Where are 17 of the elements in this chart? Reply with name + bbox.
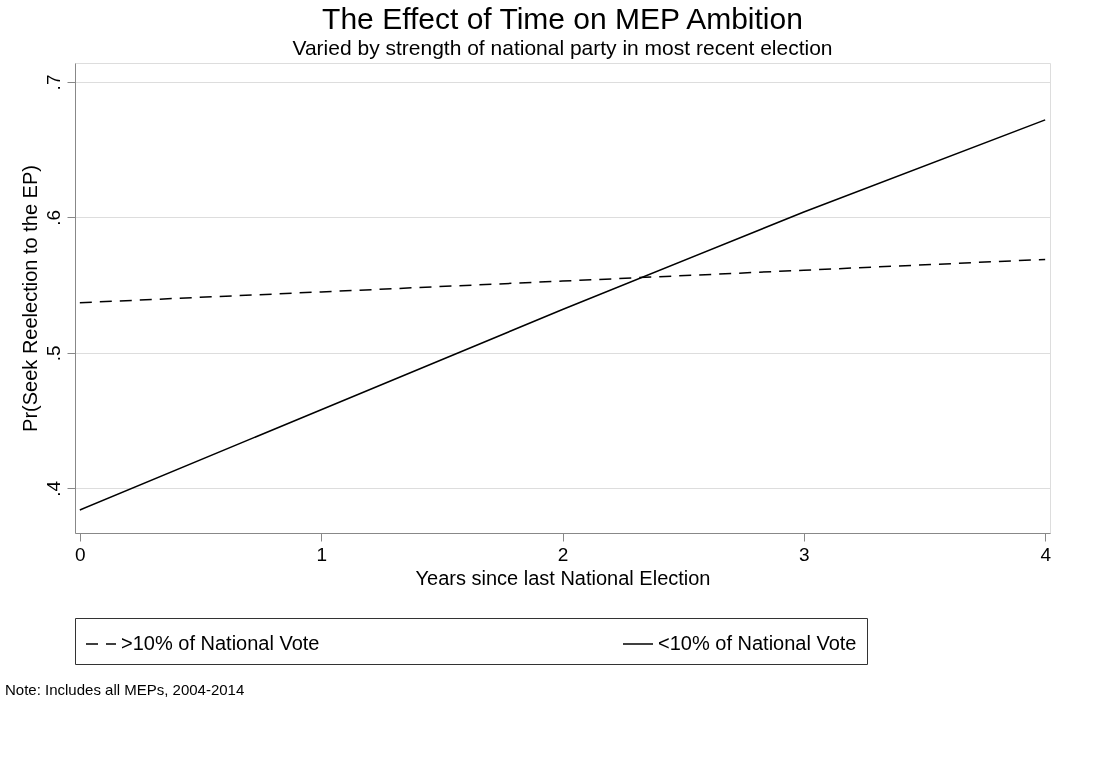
y-tick-label: .7: [42, 74, 64, 91]
line-series: [79, 119, 1046, 511]
y-axis-title: Pr(Seek Reelection to the EP): [18, 165, 41, 432]
y-tick-label: .5: [42, 345, 64, 362]
x-tick-label: 0: [75, 543, 86, 565]
chart-title: The Effect of Time on MEP Ambition: [322, 2, 803, 35]
x-tick-label: 2: [557, 543, 569, 565]
x-axis-title: Years since last National Election: [415, 566, 711, 589]
x-tick-label: 4: [1040, 543, 1052, 565]
x-tick-label: 1: [316, 543, 327, 565]
legend-label: >10% of National Vote: [121, 632, 320, 654]
x-tick-label: 3: [799, 543, 810, 565]
text: Note: Includes all MEPs, 2004-2014: [5, 681, 245, 698]
y-tick-label: .6: [42, 209, 64, 226]
chart-subtitle: Varied by strength of national party in most recent election: [292, 36, 833, 59]
legend-label: <10% of National Vote: [658, 632, 857, 654]
y-tick-label: .4: [42, 480, 64, 497]
